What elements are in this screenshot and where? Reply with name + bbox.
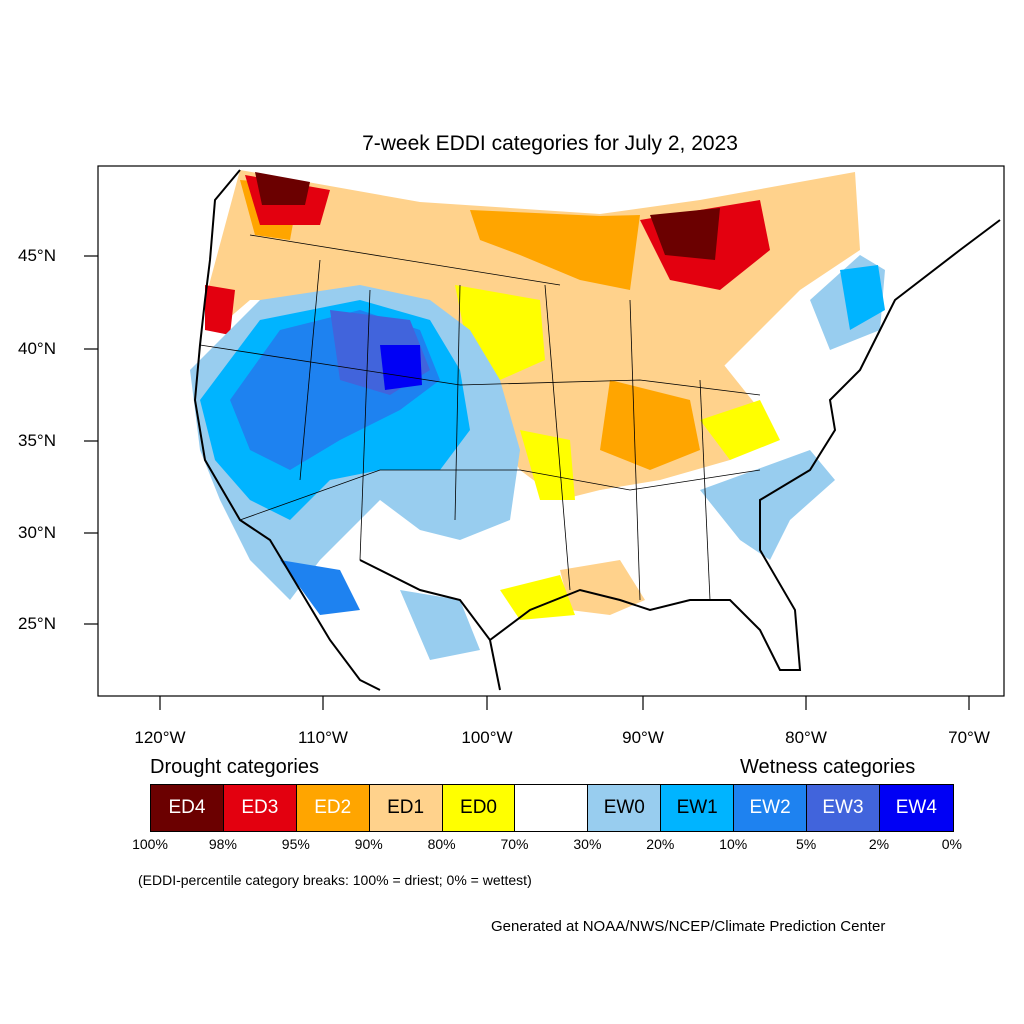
axis-ticks — [84, 255, 970, 710]
lon-label-80w: 80°W — [785, 728, 827, 747]
percentile-label: 70% — [500, 836, 529, 852]
ed0-region-ohio — [700, 400, 780, 460]
drought-categories-heading: Drought categories — [150, 756, 319, 778]
map-title: 7-week EDDI categories for July 2, 2023 — [362, 132, 738, 155]
lat-label-35n: 35°N — [18, 431, 56, 450]
legend-box-ed4: ED4 — [151, 785, 224, 831]
percentile-label: 30% — [573, 836, 602, 852]
category-legend: ED4 ED3 ED2 ED1 ED0 EW0 EW1 EW2 EW3 EW4 — [150, 784, 954, 832]
ew0-region-texas — [400, 590, 480, 660]
lon-label-90w: 90°W — [622, 728, 664, 747]
percentile-label: 98% — [208, 836, 237, 852]
us-coastline-outline — [193, 169, 1001, 691]
percentile-label: 90% — [354, 836, 383, 852]
ew1-region-northeast — [840, 265, 885, 330]
lat-label-30n: 30°N — [18, 523, 56, 542]
ew0-region-southeast — [700, 450, 835, 560]
legend-box-ew2: EW2 — [734, 785, 808, 831]
percentile-note: (EDDI-percentile category breaks: 100% =… — [138, 872, 532, 888]
percentile-label: 95% — [281, 836, 310, 852]
lat-label-45n: 45°N — [18, 246, 56, 265]
percentile-label: 10% — [719, 836, 748, 852]
ed0-region-gulf — [500, 575, 575, 620]
percentile-label: 0% — [941, 836, 962, 852]
percentile-label: 80% — [427, 836, 456, 852]
percentile-label: 100% — [132, 836, 168, 852]
percentile-label: 5% — [795, 836, 817, 852]
ed4-region-northwest — [255, 172, 310, 205]
legend-box-ew1: EW1 — [661, 785, 735, 831]
lon-label-70w: 70°W — [948, 728, 990, 747]
lon-label-110w: 110°W — [298, 728, 348, 747]
legend-box-ew4: EW4 — [879, 785, 953, 831]
lat-label-40n: 40°N — [18, 339, 56, 358]
ed2-region-midwest — [600, 380, 700, 470]
credit-line: Generated at NOAA/NWS/NCEP/Climate Predi… — [491, 918, 886, 935]
legend-box-ed3: ED3 — [223, 785, 297, 831]
category-shading — [190, 170, 885, 660]
ed4-region-greatlakes — [650, 208, 720, 260]
ed2-region-north — [470, 210, 640, 290]
percentile-label: 20% — [646, 836, 675, 852]
lat-label-25n: 25°N — [18, 614, 56, 633]
legend-box-ed1: ED1 — [369, 785, 443, 831]
ed1-region-south — [560, 560, 645, 615]
lon-label-120w: 120°W — [134, 728, 186, 747]
legend-box-ew3: EW3 — [807, 785, 880, 831]
legend-box-ed2: ED2 — [296, 785, 370, 831]
percentile-label: 2% — [868, 836, 890, 852]
legend-box-ew0: EW0 — [588, 785, 662, 831]
ew4-region-wyoming — [380, 345, 422, 390]
lon-label-100w: 100°W — [461, 728, 513, 747]
wetness-categories-heading: Wetness categories — [740, 756, 916, 778]
state-borders — [199, 234, 761, 601]
ed3-region-oregon — [205, 285, 235, 335]
ew2-region-southwest — [280, 560, 360, 615]
map-frame — [97, 165, 1005, 697]
legend-box-ed0: ED0 — [442, 785, 516, 831]
legend-box-neutral — [515, 785, 589, 831]
